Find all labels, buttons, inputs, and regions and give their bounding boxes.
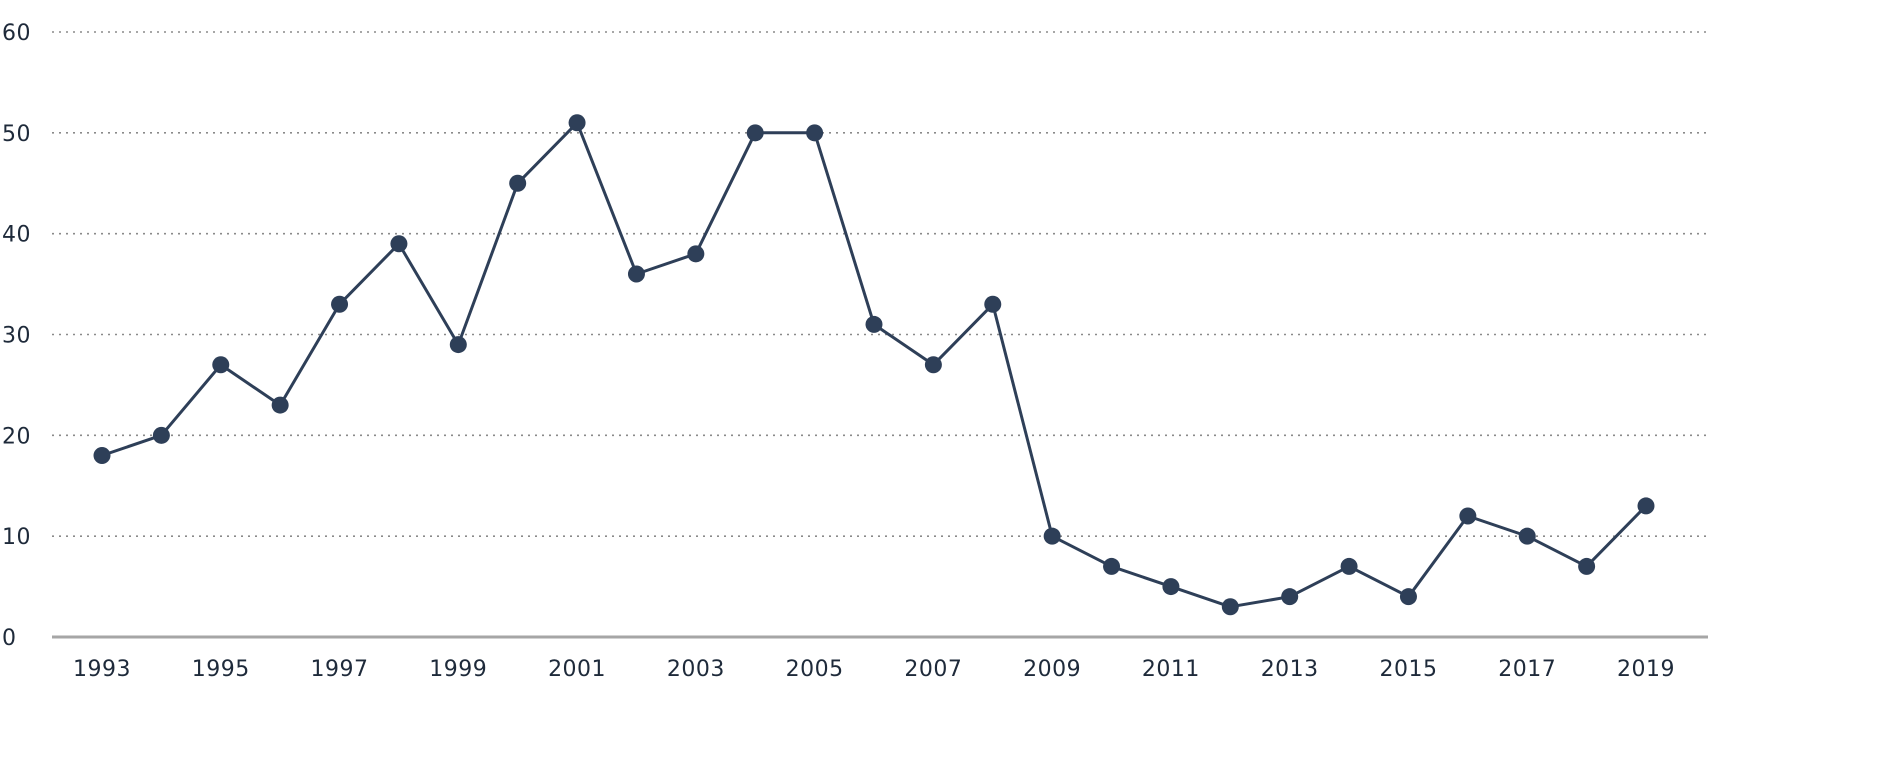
data-point-2014	[1340, 557, 1358, 575]
data-point-2012	[1221, 598, 1239, 616]
data-point-2006	[865, 315, 883, 333]
x-tick-label: 2005	[786, 657, 844, 682]
data-point-2011	[1162, 578, 1180, 596]
data-point-2003	[687, 245, 705, 263]
data-point-2017	[1518, 527, 1536, 545]
data-point-1993	[93, 447, 111, 464]
data-point-1995	[212, 356, 230, 374]
y-tick-label: 0	[2, 626, 17, 651]
series-line	[101, 121, 1648, 609]
y-tick-label: 30	[2, 324, 31, 349]
x-tick-label: 1993	[73, 657, 131, 682]
x-tick-label: 2011	[1142, 657, 1200, 682]
x-tick-label: 2017	[1498, 657, 1556, 682]
data-point-1996	[271, 396, 289, 414]
data-point-2016	[1459, 507, 1477, 525]
y-tick-label: 60	[2, 21, 31, 46]
data-point-2005	[806, 124, 824, 142]
data-point-2013	[1281, 588, 1299, 606]
data-points	[93, 114, 1655, 616]
x-tick-label: 1999	[429, 657, 487, 682]
data-point-2001	[568, 114, 586, 132]
x-tick-label: 2019	[1617, 657, 1675, 682]
x-tick-label: 2003	[667, 657, 725, 682]
data-point-1994	[152, 426, 170, 444]
data-point-2007	[924, 356, 942, 374]
data-point-2018	[1578, 557, 1596, 575]
data-point-1998	[390, 235, 408, 253]
x-tick-label: 2015	[1379, 657, 1437, 682]
series-layer	[101, 121, 1648, 609]
x-tick-label: 2013	[1261, 657, 1319, 682]
y-axis-ticks: 0 10 20 30 40 50 60	[2, 21, 31, 651]
data-point-2010	[1103, 557, 1121, 575]
y-tick-label: 20	[2, 424, 31, 449]
data-point-2019	[1637, 497, 1655, 515]
data-point-2015	[1399, 588, 1417, 606]
grid-lines	[52, 31, 1708, 639]
data-point-2009	[1043, 527, 1061, 545]
data-point-2002	[627, 265, 645, 283]
data-point-2004	[746, 124, 764, 142]
data-point-1999	[449, 336, 467, 354]
y-tick-label: 10	[2, 525, 31, 550]
data-point-2000	[509, 174, 527, 192]
y-tick-label: 40	[2, 223, 31, 248]
x-tick-label: 1997	[311, 657, 369, 682]
y-tick-label: 50	[2, 122, 31, 147]
x-tick-label: 2009	[1023, 657, 1081, 682]
x-tick-label: 2001	[548, 657, 606, 682]
data-point-1997	[331, 295, 349, 313]
data-point-2008	[984, 295, 1002, 313]
x-axis-ticks: 1993 1995 1997 1999 2001 2003 2005 2007 2009 2011…	[73, 657, 1675, 682]
x-tick-label: 1995	[192, 657, 250, 682]
x-tick-label: 2007	[904, 657, 962, 682]
